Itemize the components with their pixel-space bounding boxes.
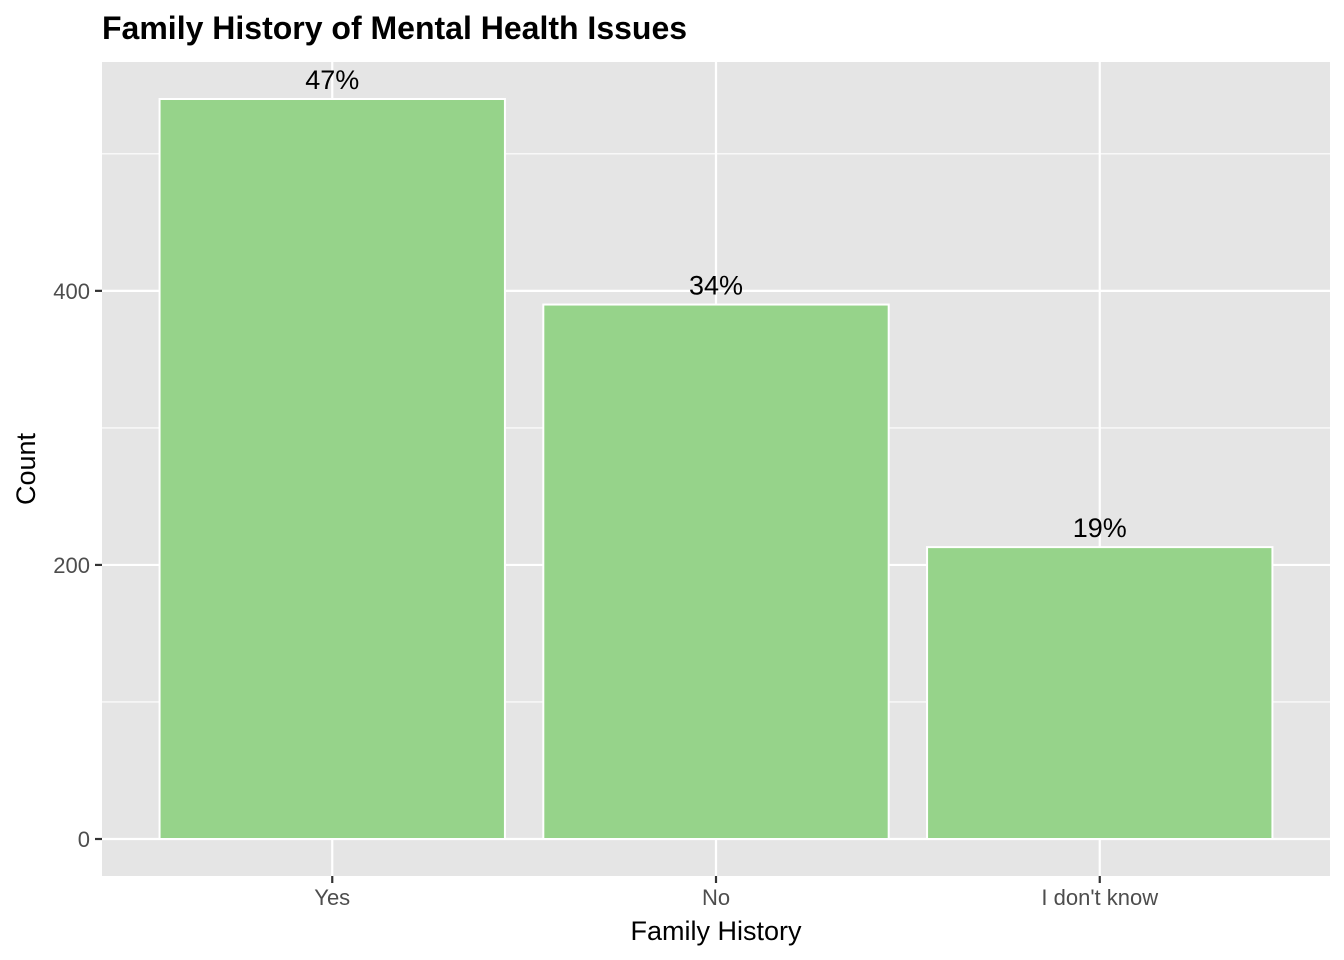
bars [158, 98, 1274, 840]
x-tick-label: Yes [314, 885, 350, 910]
y-axis-title: Count [11, 432, 41, 505]
bar [158, 98, 506, 840]
y-axis: 0 200 400 [53, 279, 102, 852]
x-tick-label: I don't know [1041, 885, 1158, 910]
y-tick-label: 200 [53, 553, 90, 578]
x-axis: Yes No I don't know [314, 876, 1158, 910]
y-tick-label: 400 [53, 279, 90, 304]
data-labels: 47% 34% 19% [305, 65, 1127, 543]
bar [542, 303, 890, 840]
data-label: 19% [1073, 513, 1127, 543]
bar [926, 546, 1274, 840]
x-axis-title: Family History [630, 916, 802, 946]
y-tick-label: 0 [78, 827, 90, 852]
data-label: 34% [689, 271, 743, 301]
chart-title: Family History of Mental Health Issues [102, 10, 687, 46]
data-label: 47% [305, 65, 359, 95]
x-tick-label: No [702, 885, 730, 910]
